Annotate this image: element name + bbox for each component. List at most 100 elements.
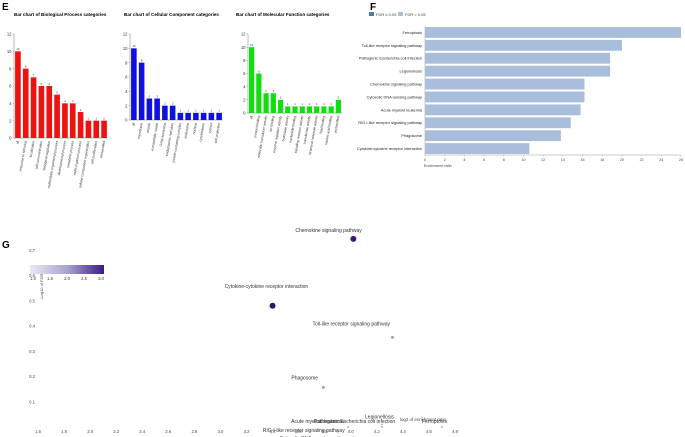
mf-category-label: structural molecule activity bbox=[308, 115, 319, 155]
g-x-tick-label: 4.4 bbox=[400, 429, 406, 434]
cc-bar-endosome bbox=[185, 112, 191, 120]
g-point-acute-myeloid-leukemia bbox=[347, 426, 350, 428]
bp-y-tick-label: 12 bbox=[7, 32, 12, 37]
bp-bar-cell-communication bbox=[38, 86, 45, 138]
g-x-tick-label: 1.6 bbox=[35, 429, 41, 434]
g-colorbar-tick-label: 1.0 bbox=[30, 276, 36, 281]
cc-value-label: 2 bbox=[164, 101, 166, 105]
g-x-axis-label: log2 of enrichment ratio bbox=[400, 417, 446, 422]
mf-category-label: nucleotide binding bbox=[288, 115, 297, 143]
bp-value-label: 2 bbox=[103, 116, 105, 120]
f-bar-cytosolic-dna-sensing-pathway bbox=[425, 91, 585, 103]
g-x-tick-label: 4.2 bbox=[374, 429, 380, 434]
bp-y-tick-label: 4 bbox=[9, 101, 12, 106]
bp-bar-developmental-process bbox=[62, 103, 68, 138]
bp-value-label: 2 bbox=[88, 116, 90, 120]
cc-bar-vesicle bbox=[146, 98, 153, 120]
bp-category-label: multi-organism process bbox=[73, 140, 83, 176]
panel-label-e: E bbox=[2, 2, 9, 13]
g-point-label: Cytokine-cytokine receptor interaction bbox=[225, 284, 309, 290]
bp-bar-chart: Bar chart of Biological Process categori… bbox=[7, 12, 108, 189]
f-x-tick-label: 20 bbox=[620, 158, 624, 162]
cc-y-tick-label: 8 bbox=[125, 60, 128, 65]
f-x-tick-label: 12 bbox=[541, 158, 545, 162]
cc-value-label: 1 bbox=[187, 109, 189, 113]
g-x-tick-label: 2.0 bbox=[87, 429, 93, 434]
g-y-tick-label: 0.5 bbox=[29, 298, 35, 303]
cc-bar-endoplasmic-reticulum bbox=[169, 105, 176, 120]
cc-bar-membrane bbox=[138, 62, 145, 120]
bp-y-tick-label: 8 bbox=[9, 66, 12, 71]
bp-category-label: cell communication bbox=[34, 140, 43, 169]
mf-category-label: lipid binding bbox=[319, 115, 326, 133]
mf-category-label: transferase activity bbox=[303, 115, 312, 144]
cc-bar-all bbox=[131, 48, 137, 121]
g-x-tick-label: 4.8 bbox=[452, 429, 458, 434]
cc-category-label: extracellular space bbox=[150, 122, 159, 151]
mf-bar-nucleotide-binding bbox=[292, 106, 298, 113]
f-category-label: Ferroptosis bbox=[403, 30, 423, 35]
bp-bar-metabolic-process bbox=[69, 103, 76, 138]
g-point-pathogenic-escherichia-coli-infection bbox=[381, 426, 384, 428]
g-colorbar bbox=[30, 265, 104, 274]
f-x-tick-label: 4 bbox=[463, 158, 465, 162]
g-point-ferroptosis bbox=[440, 426, 443, 428]
cc-category-label: all bbox=[131, 122, 136, 126]
mf-category-label: all bbox=[249, 115, 254, 119]
cc-category-label: protein-containing complex bbox=[171, 122, 182, 163]
bp-value-label: 4 bbox=[72, 99, 74, 103]
g-x-tick-label: 3.6 bbox=[296, 429, 302, 434]
f-x-tick-label: 0 bbox=[424, 158, 426, 162]
mf-value-label: 1 bbox=[301, 102, 303, 106]
mf-category-label: enzyme regulator activity bbox=[272, 115, 283, 153]
bp-category-label: localization bbox=[29, 140, 36, 157]
legend-swatch-significant bbox=[369, 12, 374, 16]
f-bar-toll-like-receptor-signaling-pathway bbox=[425, 39, 622, 51]
g-x-tick-label: 2.6 bbox=[165, 429, 171, 434]
mf-y-tick-label: 2 bbox=[243, 97, 246, 102]
cc-y-tick-label: 12 bbox=[123, 32, 128, 37]
f-bar-acute-myeloid-leukemia bbox=[425, 104, 581, 116]
f-x-tick-label: 6 bbox=[483, 158, 485, 162]
mf-bar-signaling-receptor-activity bbox=[299, 106, 305, 113]
cc-y-tick-label: 6 bbox=[125, 75, 128, 80]
bp-bar-unclassified bbox=[101, 120, 107, 138]
mf-category-label: signaling receptor activity bbox=[294, 115, 305, 153]
cc-value-label: 1 bbox=[203, 109, 205, 113]
bp-value-label: 2 bbox=[95, 116, 97, 120]
g-x-tick-label: 2.8 bbox=[191, 429, 197, 434]
panel-label-g: G bbox=[2, 240, 10, 251]
cc-bar-chart: Bar chart of Cellular Component categori… bbox=[123, 12, 223, 163]
cc-category-label: membrane bbox=[137, 122, 144, 139]
cc-category-label: nucleus bbox=[192, 122, 198, 135]
cc-y-tick-label: 10 bbox=[123, 46, 128, 51]
cc-value-label: 1 bbox=[195, 109, 197, 113]
mf-value-label: 1 bbox=[323, 102, 325, 106]
enrichment-ratio-chart: FDR ≤ 0.05 FDR > 0.05 Enrichment ratio 0… bbox=[357, 12, 683, 168]
f-bar-legionellosis bbox=[425, 65, 611, 77]
g-colorbar-tick-label: 3.0 bbox=[98, 276, 104, 281]
bp-value-label: 4 bbox=[64, 99, 66, 103]
cc-category-label: cell projection bbox=[214, 122, 222, 143]
bp-bar-cell-proliferation bbox=[93, 120, 100, 138]
g-point-label: Legionellosis bbox=[365, 414, 394, 420]
mf-value-label: 1 bbox=[294, 102, 296, 106]
mf-chart-title: Bar chart of Molecular Function categori… bbox=[236, 12, 330, 17]
g-point-label: Toll-like receptor signaling pathway bbox=[312, 321, 390, 327]
mf-category-label: molecular transducer activity bbox=[257, 115, 268, 158]
cc-y-tick-label: 4 bbox=[125, 89, 128, 94]
bp-bar-multi-organism-process bbox=[77, 112, 84, 138]
bp-bar-multicellular-organismal-process bbox=[54, 94, 60, 138]
bp-bar-localization bbox=[30, 77, 37, 138]
mf-bar-hydrolase-activity bbox=[285, 106, 291, 113]
bp-chart-title: Bar chart of Biological Process categori… bbox=[14, 12, 107, 17]
f-x-tick-label: 24 bbox=[659, 158, 663, 162]
f-category-label: Chemokine signaling pathway bbox=[370, 81, 422, 86]
mf-value-label: 1 bbox=[287, 102, 289, 106]
bp-category-label: response to stimulus bbox=[18, 140, 27, 172]
g-y-tick-label: 0.7 bbox=[29, 248, 35, 253]
cc-category-label: endosome bbox=[183, 122, 190, 138]
bp-bar-biological-regulation bbox=[46, 86, 53, 138]
f-category-label: Cytosolic DNA-sensing pathway bbox=[367, 94, 422, 99]
